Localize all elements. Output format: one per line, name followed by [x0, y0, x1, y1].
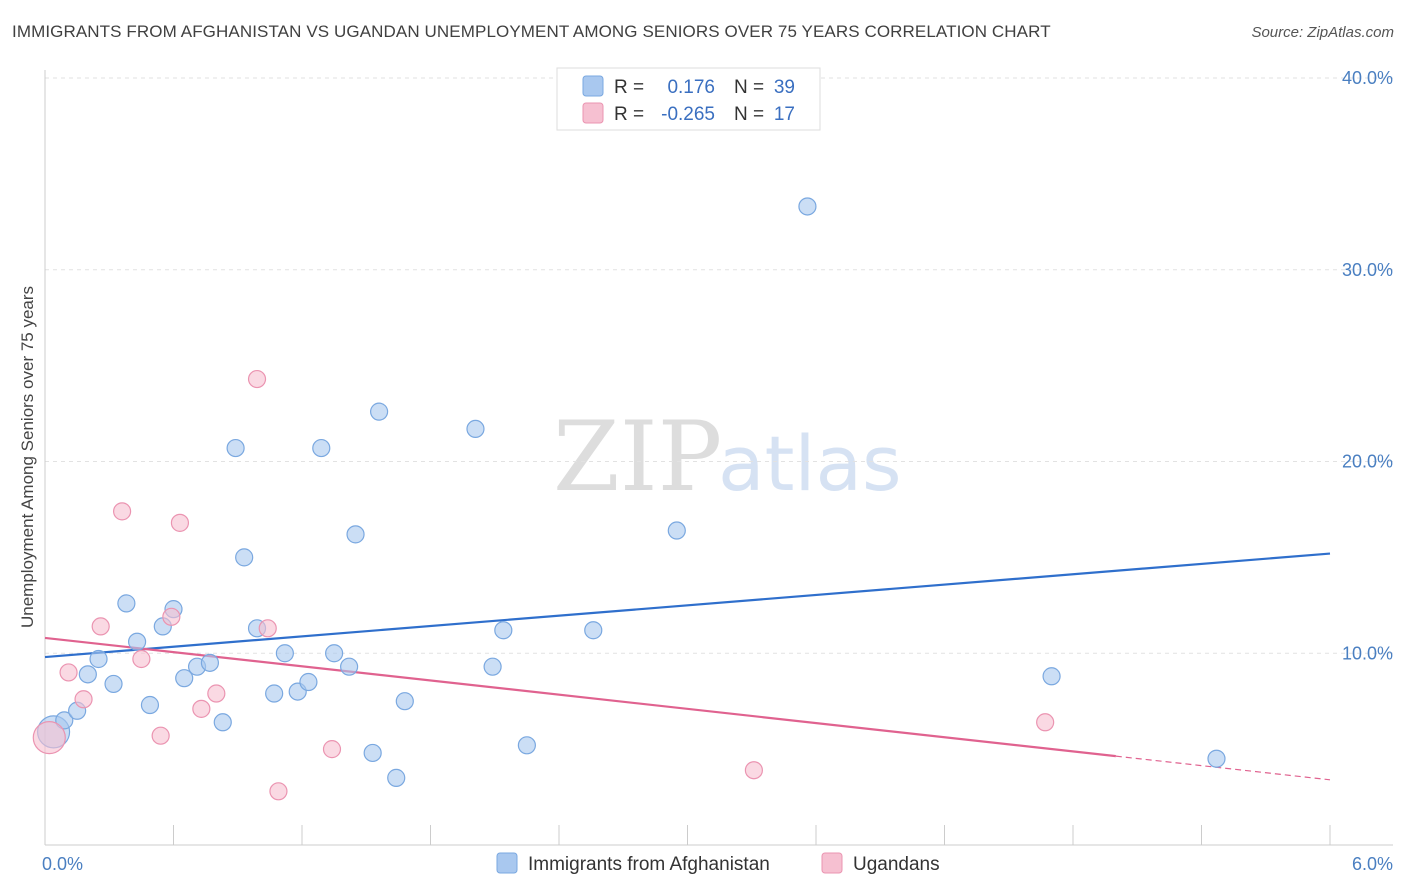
- point-afghanistan-26: [363, 743, 382, 763]
- point-afghanistan-36: [798, 197, 817, 216]
- point-afghanistan-19: [275, 644, 294, 663]
- point-ugandans-5: [132, 649, 151, 669]
- point-afghanistan-5: [104, 674, 123, 694]
- point-afghanistan-30: [466, 419, 485, 439]
- legend-r-label-2: R =: [614, 104, 644, 125]
- point-ugandans-9: [192, 699, 211, 718]
- point-ugandans-10: [207, 684, 226, 703]
- point-ugandans-15: [744, 761, 763, 780]
- point-afghanistan-24: [340, 657, 359, 676]
- series-swatch-afghanistan: [496, 852, 518, 874]
- point-ugandans-7: [162, 607, 181, 626]
- chart-title: IMMIGRANTS FROM AFGHANISTAN VS UGANDAN U…: [12, 22, 1051, 41]
- point-afghanistan-16: [235, 548, 254, 567]
- point-ugandans-8: [170, 513, 190, 532]
- point-ugandans-14: [322, 740, 342, 759]
- point-ugandans-13: [269, 782, 288, 801]
- legend-n-label-2: N =: [734, 104, 764, 125]
- x-tick-label-min: 0.0%: [42, 854, 83, 874]
- y-tick-labels: 10.0% 20.0% 30.0% 40.0%: [1342, 68, 1393, 663]
- point-afghanistan-15: [226, 438, 245, 458]
- point-ugandans-3: [91, 617, 110, 636]
- point-afghanistan-7: [127, 632, 147, 651]
- point-ugandans-16: [1036, 713, 1055, 732]
- point-ugandans-4: [112, 502, 132, 521]
- trend-lines: [44, 552, 1331, 781]
- source-credit: Source: ZipAtlas.com: [1251, 24, 1394, 41]
- point-ugandans-2: [74, 690, 93, 709]
- trend-line-ugandans: [44, 636, 1116, 758]
- point-afghanistan-28: [387, 768, 406, 787]
- trend-line-afghanistan: [44, 552, 1331, 659]
- point-afghanistan-18: [265, 684, 284, 703]
- point-ugandans-6: [151, 726, 170, 745]
- series-label-afghanistan: Immigrants from Afghanistan: [528, 854, 770, 875]
- point-afghanistan-13: [200, 653, 220, 672]
- watermark-atlas: atlas: [718, 419, 902, 508]
- y-tick-label-20: 20.0%: [1342, 452, 1393, 472]
- y-tick-label-30: 30.0%: [1342, 260, 1393, 280]
- legend-n-value-1: 39: [774, 77, 795, 98]
- point-afghanistan-1: [55, 711, 74, 730]
- series-label-ugandans: Ugandans: [853, 854, 940, 875]
- point-afghanistan-31: [483, 657, 502, 676]
- point-afghanistan-14: [213, 713, 232, 732]
- trend-line-ugandans-extension: [1115, 755, 1331, 781]
- legend-r-value-2: -0.265: [661, 104, 715, 125]
- point-afghanistan-23: [325, 644, 344, 663]
- point-afghanistan-33: [517, 736, 536, 755]
- point-afghanistan-21: [299, 672, 318, 692]
- point-afghanistan-38: [1207, 749, 1226, 768]
- point-afghanistan-3: [78, 665, 97, 684]
- point-afghanistan-34: [584, 621, 603, 640]
- point-afghanistan-27: [370, 402, 389, 421]
- point-afghanistan-32: [494, 621, 513, 640]
- legend-r-value-1: 0.176: [667, 77, 715, 98]
- x-ticks: [44, 825, 1331, 845]
- gridlines: [45, 77, 1393, 654]
- watermark: ZIP atlas: [553, 401, 902, 513]
- legend-swatch-ugandans: [582, 102, 604, 124]
- point-afghanistan-37: [1042, 667, 1061, 686]
- data-points: [32, 197, 1226, 801]
- x-tick-labels: 0.0% 6.0%: [42, 854, 1393, 874]
- correlation-legend: R = 0.176 N = 39 R = -0.265 N = 17: [556, 67, 821, 131]
- point-afghanistan-8: [140, 695, 160, 715]
- point-ugandans-0: [32, 721, 66, 755]
- point-afghanistan-11: [175, 669, 194, 688]
- y-tick-label-10: 10.0%: [1342, 643, 1393, 663]
- point-afghanistan-35: [667, 521, 686, 540]
- y-tick-label-40: 40.0%: [1342, 68, 1393, 88]
- legend-swatch-afghanistan: [582, 75, 604, 97]
- y-axis-title: Unemployment Among Seniors over 75 years: [18, 286, 37, 628]
- point-afghanistan-4: [89, 649, 108, 669]
- point-afghanistan-6: [117, 594, 136, 613]
- watermark-zip: ZIP: [553, 401, 722, 513]
- point-afghanistan-22: [312, 438, 331, 458]
- series-swatch-ugandans: [821, 852, 843, 874]
- point-ugandans-1: [59, 663, 78, 682]
- series-legend: Immigrants from Afghanistan Ugandans: [496, 852, 940, 875]
- point-afghanistan-29: [395, 692, 414, 711]
- point-ugandans-11: [247, 369, 267, 389]
- legend-r-label-1: R =: [614, 77, 644, 98]
- axes: [44, 70, 1393, 846]
- point-afghanistan-25: [346, 525, 365, 544]
- point-ugandans-12: [258, 619, 277, 638]
- legend-n-value-2: 17: [774, 104, 795, 125]
- legend-n-label-1: N =: [734, 77, 764, 98]
- x-tick-label-max: 6.0%: [1352, 854, 1393, 874]
